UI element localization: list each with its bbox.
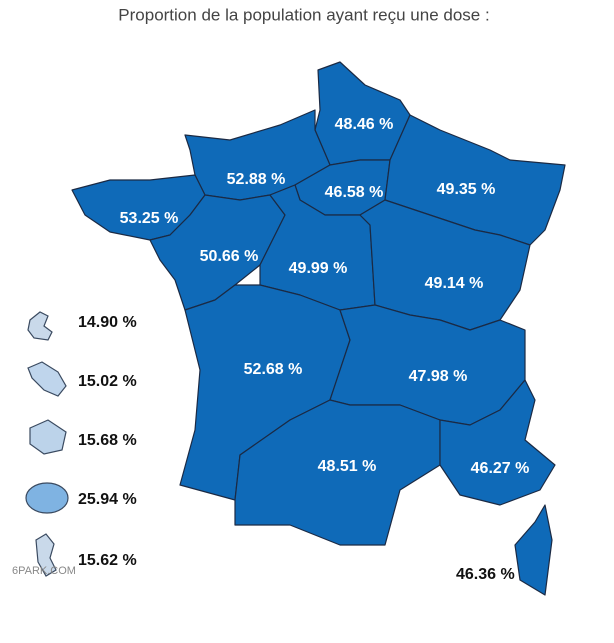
region-label: 48.46 % xyxy=(335,116,394,133)
labels: 48.46 % 52.88 % 46.58 % 49.35 % 53.25 % 50.66… xyxy=(12,116,529,583)
region-label: 49.35 % xyxy=(437,181,496,198)
overseas-icons xyxy=(25,311,69,577)
region-label: 52.68 % xyxy=(244,361,303,378)
region-label: 49.14 % xyxy=(425,275,484,292)
martinique-icon xyxy=(27,361,67,397)
overseas-label: 15.68 % xyxy=(78,432,137,449)
overseas-label: 15.02 % xyxy=(78,373,137,390)
region-label: 52.88 % xyxy=(227,171,286,188)
region-label: 50.66 % xyxy=(200,248,259,265)
guadeloupe-icon xyxy=(27,311,53,341)
map-title: Proportion de la population ayant reçu u… xyxy=(118,5,489,24)
region-label: 46.58 % xyxy=(325,184,384,201)
regions xyxy=(71,61,566,596)
watermark: 6PARK.COM xyxy=(12,565,76,577)
reunion-icon xyxy=(25,482,69,514)
mayotte-icon xyxy=(35,533,57,577)
region-label: 49.99 % xyxy=(289,260,348,277)
overseas-label: 14.90 % xyxy=(78,314,137,331)
overseas-label: 25.94 % xyxy=(78,491,137,508)
region-label: 48.51 % xyxy=(318,458,377,475)
region-label: 47.98 % xyxy=(409,368,468,385)
region-label: 46.27 % xyxy=(471,460,530,477)
overseas-label: 15.62 % xyxy=(78,552,137,569)
region-label: 46.36 % xyxy=(456,566,515,583)
region xyxy=(514,504,553,596)
region-label: 53.25 % xyxy=(120,210,179,227)
region xyxy=(439,379,556,506)
region xyxy=(234,399,441,546)
guyane-icon xyxy=(29,419,67,455)
